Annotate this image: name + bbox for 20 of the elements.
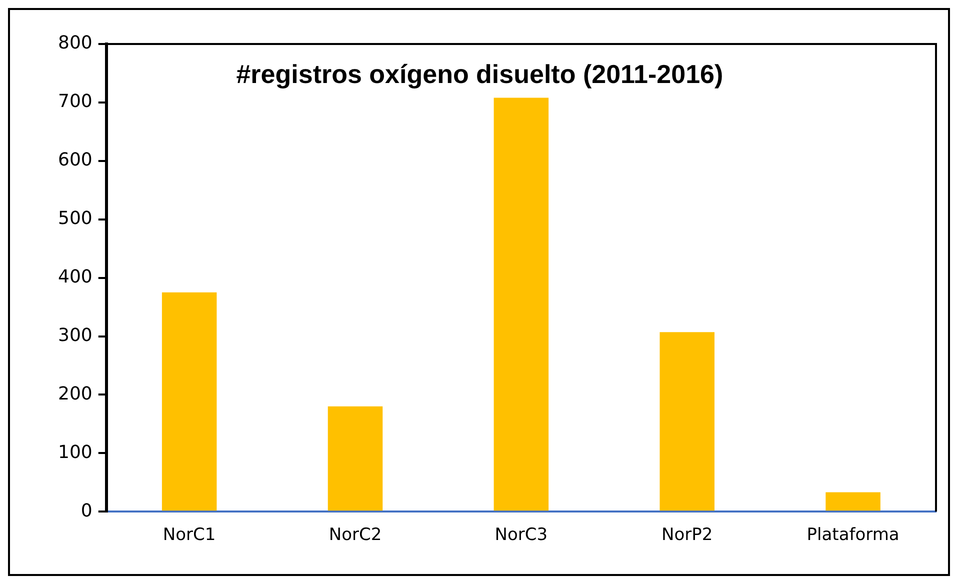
y-tick-label: 200 [58,383,92,404]
x-tick-label: NorC3 [494,525,548,546]
bar [826,492,880,511]
y-tick-label: 300 [58,324,92,346]
x-tick-label: NorC2 [328,525,382,546]
text: #registros oxígeno disuelto (2011-2016) [236,59,724,90]
x-tick-label: NorP2 [662,525,713,546]
bar [328,406,383,511]
y-tick-label: 100 [58,442,92,463]
y-tick-label: 0 [80,500,92,522]
bar [660,332,714,511]
y-tick-label: 600 [58,150,92,171]
y-tick-label: 400 [58,266,92,288]
y-tick-label: 500 [58,208,92,230]
x-tick-label: Plataforma [806,525,900,546]
x-tick-label: NorC1 [162,525,216,546]
y-tick-label: 800 [58,32,92,54]
bar [162,292,217,511]
y-tick-label: 700 [58,91,92,112]
bar [494,98,549,511]
